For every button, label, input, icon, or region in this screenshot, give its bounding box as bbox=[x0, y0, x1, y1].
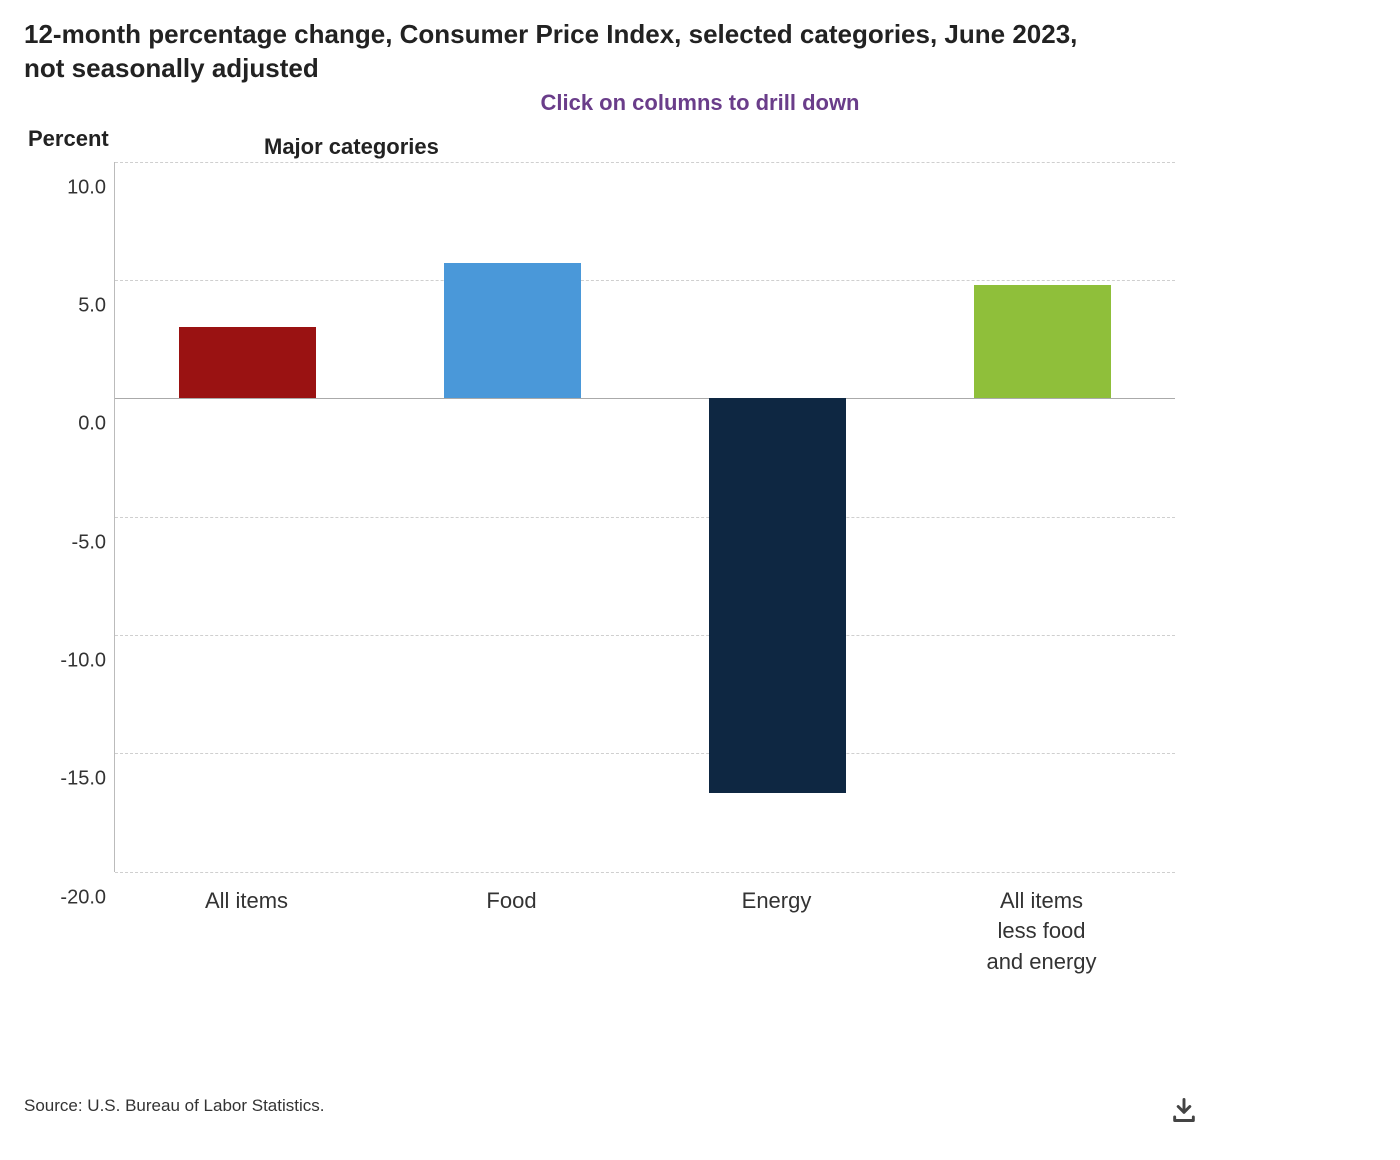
chart-subtitle: Click on columns to drill down bbox=[24, 90, 1376, 116]
chart-plot-area bbox=[115, 162, 1175, 872]
x-axis-labels: All items Food Energy All itemsless foodand… bbox=[114, 886, 1174, 976]
x-tick-label: Food bbox=[486, 886, 536, 917]
download-icon[interactable] bbox=[1170, 1096, 1198, 1124]
y-tick-label: -10.0 bbox=[24, 649, 106, 672]
y-tick-label: 0.0 bbox=[24, 413, 106, 436]
y-ticks: 10.05.00.0-5.0-10.0-15.0-20.0 bbox=[24, 188, 114, 898]
y-tick-label: 10.0 bbox=[24, 176, 106, 199]
gridline bbox=[115, 635, 1175, 636]
gridline bbox=[115, 872, 1175, 873]
chart-container: Major categories Percent 10.0 5.0 0.0 -5.0 -… bbox=[24, 126, 1204, 976]
gridline bbox=[115, 517, 1175, 518]
bar-food[interactable] bbox=[444, 263, 582, 398]
y-tick-label: -20.0 bbox=[24, 886, 106, 909]
y-tick-label: 5.0 bbox=[24, 294, 106, 317]
bar-all-items-less-food-and-energy[interactable] bbox=[974, 285, 1112, 399]
gridline bbox=[115, 280, 1175, 281]
y-axis-label: Percent bbox=[28, 126, 1204, 152]
bar-all-items[interactable] bbox=[179, 327, 317, 398]
x-tick-label: All itemsless foodand energy bbox=[986, 886, 1096, 978]
gridline bbox=[115, 753, 1175, 754]
series-title: Major categories bbox=[264, 134, 439, 160]
x-tick-label: All items bbox=[205, 886, 288, 917]
bar-energy[interactable] bbox=[709, 398, 847, 793]
zero-line bbox=[115, 398, 1175, 399]
source-text: Source: U.S. Bureau of Labor Statistics. bbox=[24, 1096, 1204, 1116]
gridline bbox=[115, 162, 1175, 163]
x-tick-label: Energy bbox=[742, 886, 812, 917]
chart-title: 12-month percentage change, Consumer Pri… bbox=[24, 18, 1104, 86]
y-tick-label: -15.0 bbox=[24, 768, 106, 791]
y-tick-label: -5.0 bbox=[24, 531, 106, 554]
